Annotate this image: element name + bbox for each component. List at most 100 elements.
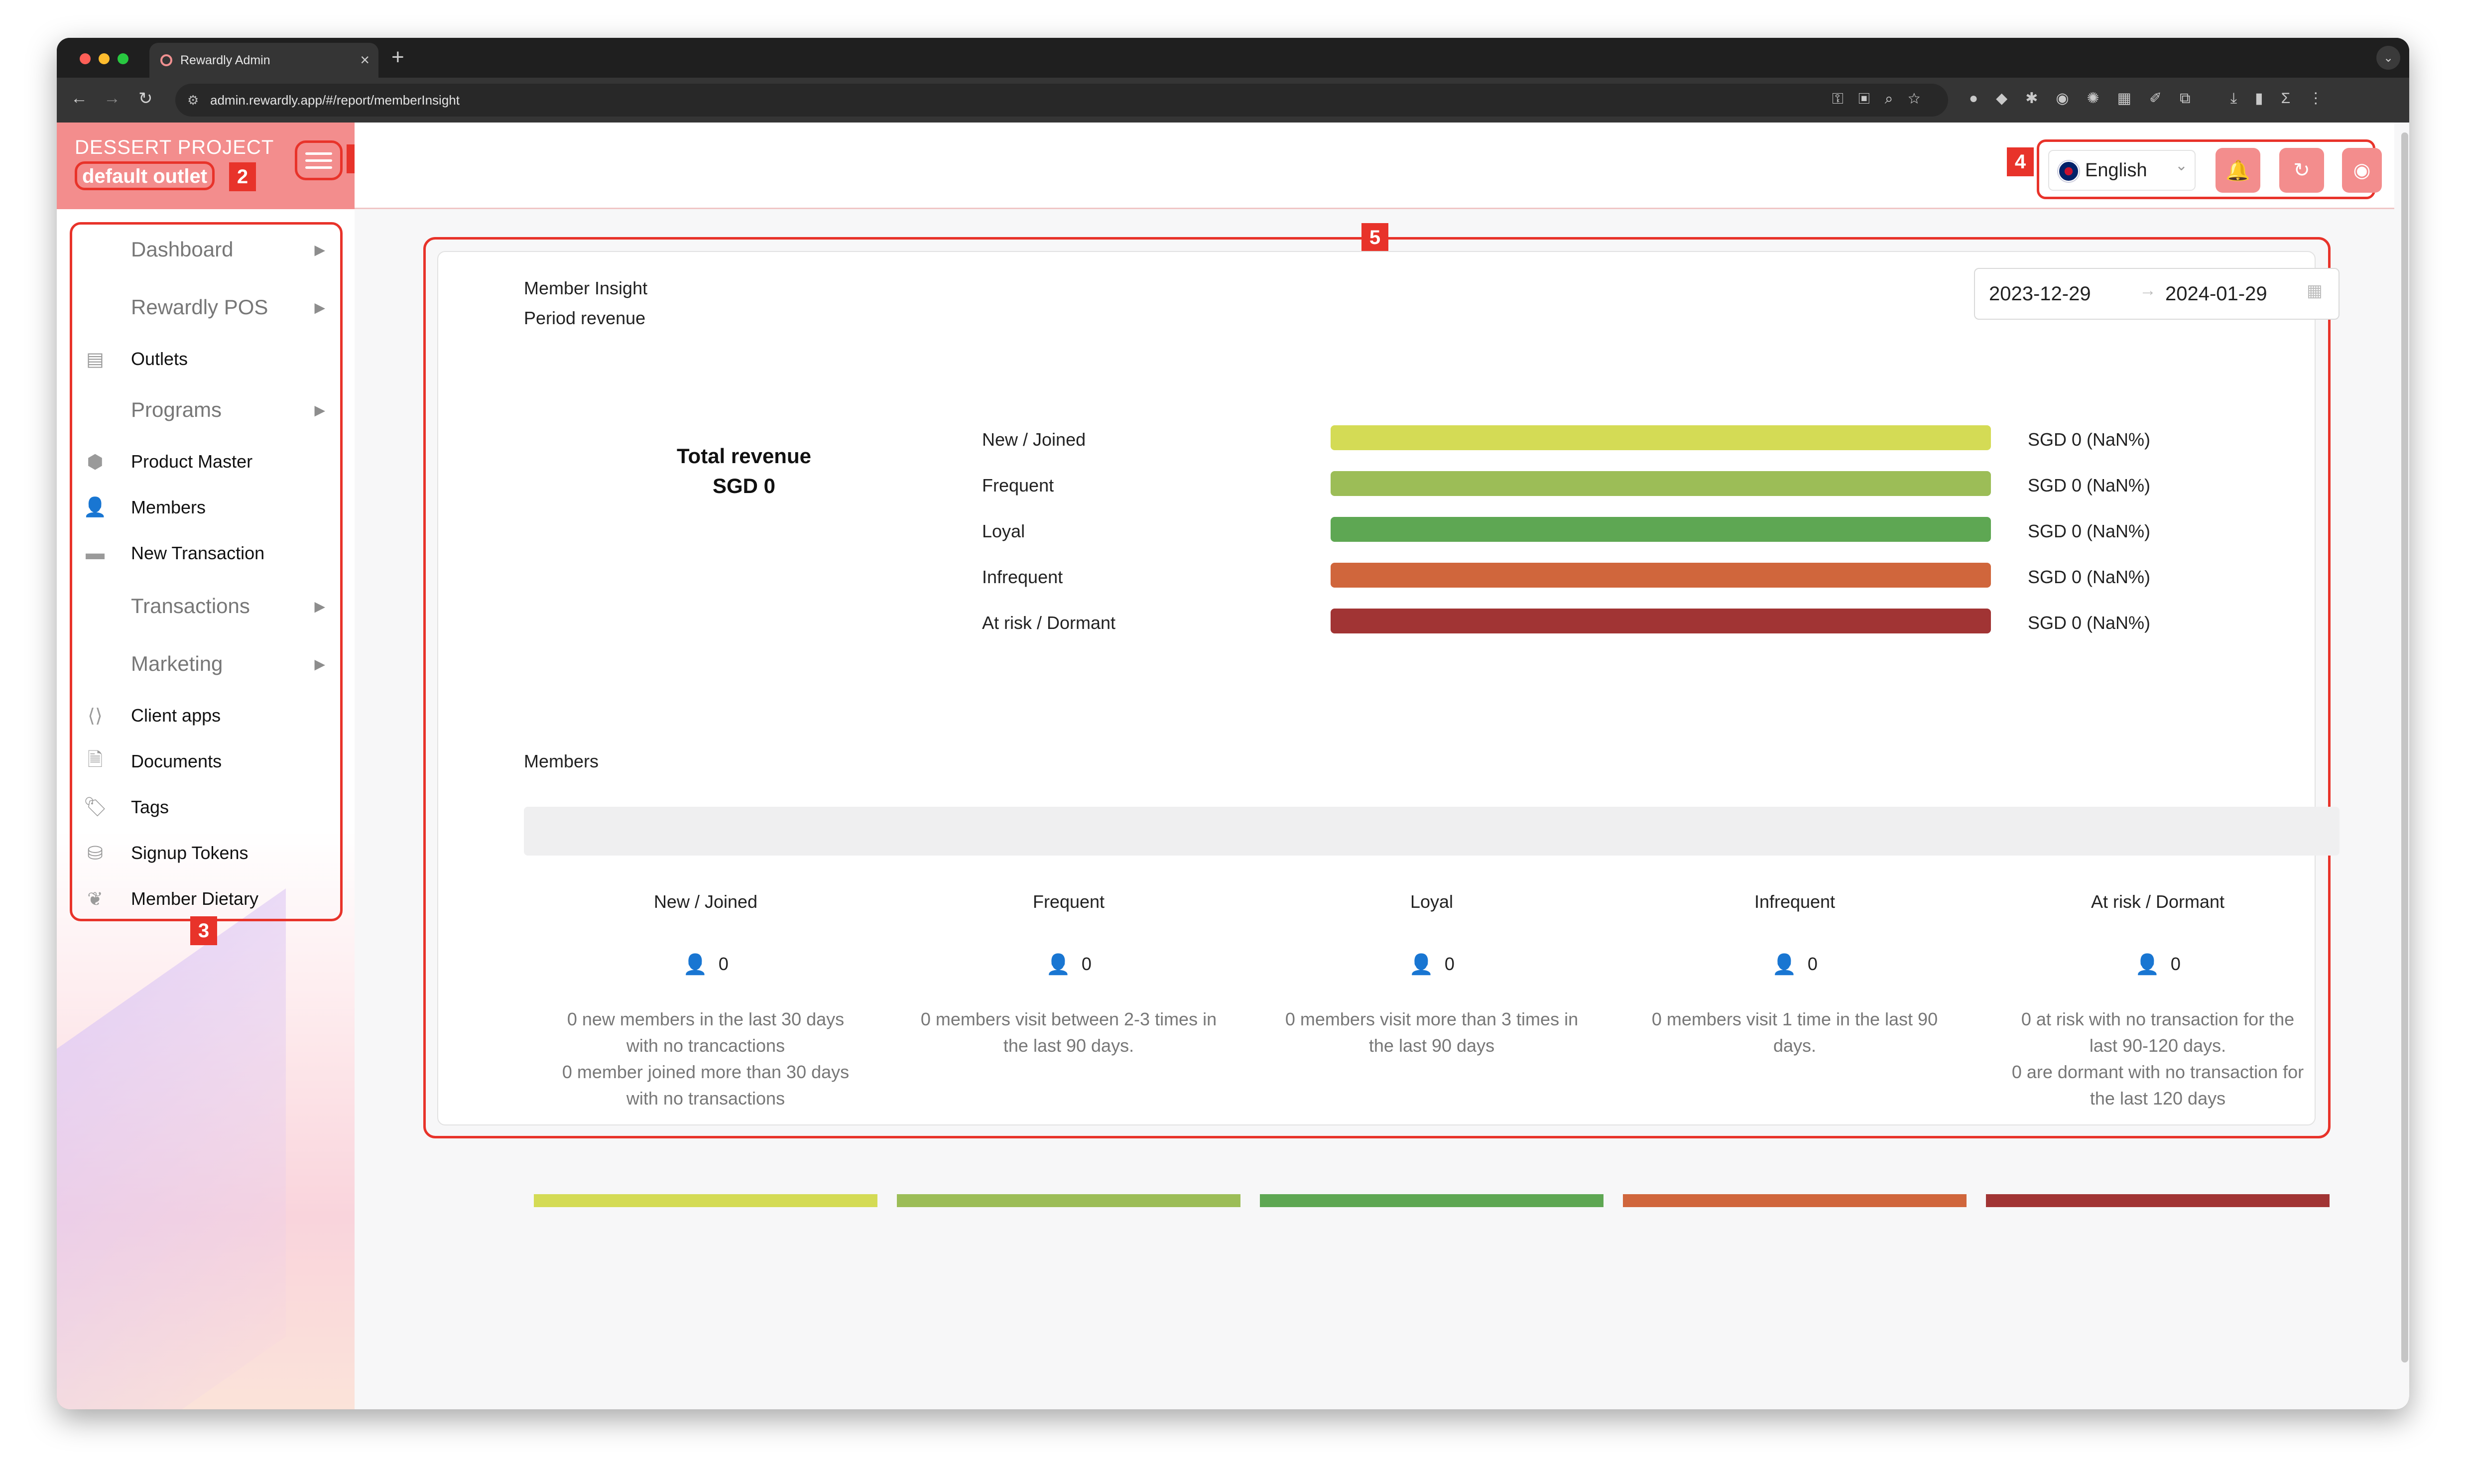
member-insight-card <box>437 251 2316 1125</box>
annotation-badge-5: 5 <box>1361 223 1388 252</box>
sidebar-item-tags[interactable]: 🏷 Tags <box>72 787 345 827</box>
desc-line: the last 90 days <box>1368 1035 1495 1056</box>
page-viewport: DESSERT PROJECT default outlet 1 2 Dashb… <box>57 123 2409 1409</box>
desc-line: 0 member joined more than 30 days <box>562 1062 850 1082</box>
caret-right-icon: ▶ <box>314 242 325 257</box>
maximize-window-button[interactable] <box>118 53 128 64</box>
tab-search-icon[interactable]: ⌄ <box>2376 46 2400 70</box>
sidebar-item-marketing[interactable]: Marketing ▶ <box>72 644 345 684</box>
desc-line: 0 members visit more than 3 times in <box>1285 1009 1579 1029</box>
bell-icon: 🔔 <box>2225 159 2250 182</box>
segment-description: 0 members visit 1 time in the last 90 day… <box>1620 1006 1969 1059</box>
member-count: 0 <box>1807 954 1818 974</box>
sidebar-item-transactions[interactable]: Transactions ▶ <box>72 586 345 626</box>
person-icon: 👤 <box>1409 953 1434 976</box>
date-end[interactable]: 2024-01-29 <box>2165 283 2267 305</box>
extensions-toolbar[interactable]: ●◆✱◉✺▦✐⧉ ⤓▮Σ⋮ <box>1969 90 2342 107</box>
segment-title: Loyal <box>1410 891 1454 912</box>
total-revenue-value: SGD 0 <box>712 474 776 497</box>
segment-description: 0 members visit between 2-3 times in the … <box>894 1006 1243 1059</box>
sidebar-item-product-master[interactable]: ⬢ Product Master <box>72 442 345 482</box>
segment-column-frequent: Frequent 👤 0 0 members visit between 2-3 … <box>894 891 1243 1059</box>
revenue-bar <box>1331 517 1991 542</box>
transactions-icon <box>83 594 107 618</box>
language-selector[interactable]: English ⌄ <box>2048 150 2196 191</box>
desc-line: 0 are dormant with no transaction for <box>2011 1062 2304 1082</box>
sidebar-item-label: Marketing <box>131 652 223 675</box>
reload-icon[interactable]: ↻ <box>138 89 153 108</box>
sidebar-item-client-apps[interactable]: ⟨⟩ Client apps <box>72 696 345 736</box>
sidebar-item-members[interactable]: 👤 Members <box>72 488 345 527</box>
revenue-bar <box>1331 563 1991 588</box>
person-icon: 👤 <box>1772 953 1797 976</box>
sidebar-item-label: Client apps <box>131 705 221 726</box>
revenue-row-new-joined: New / Joined SGD 0 (NaN%) <box>982 424 2177 454</box>
box-icon: ⬢ <box>87 451 104 473</box>
sidebar-item-rewardly-pos[interactable]: Rewardly POS ▶ <box>72 287 345 327</box>
profile-button[interactable]: ◉ <box>2342 148 2382 193</box>
sidebar-item-documents[interactable]: 🗎 Documents <box>72 742 345 781</box>
vertical-scrollbar[interactable] <box>2401 132 2408 1362</box>
sidebar-item-label: Transactions <box>131 594 250 618</box>
sidebar-item-member-dietary[interactable]: ❦ Member Dietary <box>72 879 345 919</box>
site-settings-icon[interactable]: ⚙ <box>187 93 199 108</box>
desc-line: the last 120 days <box>2090 1088 2226 1109</box>
sidebar-item-label: Dashboard <box>131 238 234 261</box>
coins-icon: ⛁ <box>87 843 103 864</box>
members-label: Members <box>524 751 599 771</box>
date-range-picker[interactable]: 2023-12-29 → 2024-01-29 ▦ <box>1974 268 2340 320</box>
member-count: 0 <box>718 954 729 974</box>
chevron-down-icon: ⌄ <box>2175 157 2188 174</box>
minimize-window-button[interactable] <box>99 53 110 64</box>
segment-title: At risk / Dormant <box>2091 891 2225 912</box>
back-icon[interactable]: ← <box>71 89 88 108</box>
segment-title: New / Joined <box>653 891 758 912</box>
notifications-button[interactable]: 🔔 <box>2216 148 2260 193</box>
segment-label: Infrequent <box>982 567 1063 587</box>
user-add-icon: 👤 <box>83 497 107 518</box>
segment-revenue: SGD 0 (NaN%) <box>2028 429 2151 450</box>
revenue-row-at-risk-dormant: At risk / Dormant SGD 0 (NaN%) <box>982 608 2177 637</box>
sidebar-decoration <box>57 888 286 1409</box>
annotation-badge-3: 3 <box>190 916 217 945</box>
new-tab-button[interactable]: + <box>391 45 404 69</box>
sidebar-item-label: Programs <box>131 398 222 421</box>
revenue-row-frequent: Frequent SGD 0 (NaN%) <box>982 470 2177 500</box>
sidebar-item-new-transaction[interactable]: ▬ New Transaction <box>72 533 345 573</box>
segment-description: 0 at risk with no transaction for the las… <box>1983 1006 2332 1112</box>
top-header: 4 English ⌄ 🔔 ↻ ◉ <box>355 123 2394 209</box>
segment-column-at-risk-dormant: At risk / Dormant 👤 0 0 at risk with no t… <box>1983 891 2332 1112</box>
menu-toggle-button[interactable] <box>295 140 343 180</box>
outlet-selector[interactable]: default outlet <box>75 161 215 190</box>
segment-color-bar <box>1623 1194 1967 1207</box>
segment-column-new-joined: New / Joined 👤 0 0 new members in the las… <box>531 891 880 1112</box>
refresh-button[interactable]: ↻ <box>2279 148 2324 193</box>
sidebar-item-label: Documents <box>131 751 222 771</box>
sidebar-item-outlets[interactable]: ▤ Outlets <box>72 339 345 379</box>
tab-strip: Rewardly Admin × + ⌄ <box>57 38 2409 78</box>
total-revenue-label: Total revenue <box>677 444 811 468</box>
desc-line: 0 members visit between 2-3 times in <box>920 1009 1217 1029</box>
sidebar-item-programs[interactable]: Programs ▶ <box>72 390 345 430</box>
browser-tab[interactable]: Rewardly Admin × <box>149 43 378 78</box>
favicon-icon <box>160 54 172 66</box>
desc-line: last 90-120 days. <box>2089 1035 2226 1056</box>
close-tab-icon[interactable]: × <box>360 51 370 69</box>
segment-label: Frequent <box>982 475 1054 495</box>
url-text: admin.rewardly.app/#/report/memberInsigh… <box>210 92 460 108</box>
url-field[interactable]: ⚙ admin.rewardly.app/#/report/memberInsi… <box>175 84 1948 117</box>
sidebar-item-label: Rewardly POS <box>131 295 268 319</box>
segment-color-bar <box>1260 1194 1603 1207</box>
close-window-button[interactable] <box>80 53 91 64</box>
desc-line: the last 90 days. <box>1003 1035 1134 1056</box>
sidebar-item-dashboard[interactable]: Dashboard ▶ <box>72 230 345 269</box>
member-count: 0 <box>1081 954 1092 974</box>
forward-icon[interactable]: → <box>104 89 121 108</box>
omnibox-actions[interactable]: ⚿▣⌕☆ <box>1832 91 1935 107</box>
desc-line: days. <box>1773 1035 1817 1056</box>
date-start[interactable]: 2023-12-29 <box>1989 283 2091 305</box>
sidebar: DESSERT PROJECT default outlet 1 2 Dashb… <box>57 123 373 1409</box>
marketing-icon <box>83 652 107 676</box>
sidebar-item-label: Outlets <box>131 349 188 369</box>
sidebar-item-signup-tokens[interactable]: ⛁ Signup Tokens <box>72 833 345 873</box>
